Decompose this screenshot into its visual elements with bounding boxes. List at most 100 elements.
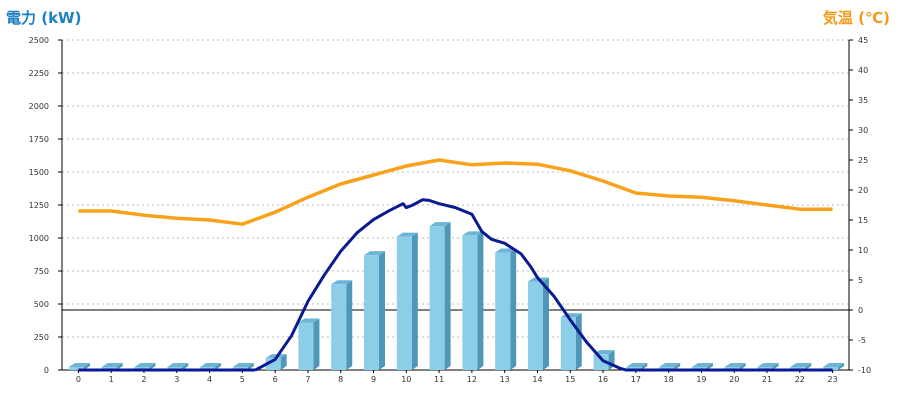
bar-top <box>429 222 451 227</box>
right-tick-label: -10 <box>858 366 871 375</box>
bar-top <box>593 350 615 355</box>
bar-front <box>429 226 445 370</box>
x-tick-label: 11 <box>434 375 444 384</box>
right-tick-label: 15 <box>858 216 868 225</box>
bar-side <box>706 363 713 370</box>
bar-side <box>772 363 779 370</box>
bar-front <box>495 252 511 370</box>
bar-side <box>346 280 353 370</box>
bar-top <box>823 363 845 367</box>
bar-top <box>298 318 320 323</box>
bar-top <box>396 232 418 237</box>
x-tick-label: 12 <box>467 375 477 384</box>
bar-side <box>444 222 451 370</box>
bar-top <box>134 363 156 367</box>
bar-side <box>149 363 156 370</box>
x-tick-label: 14 <box>532 375 542 384</box>
bar-front <box>560 317 576 370</box>
bar <box>495 248 517 370</box>
right-axis-title: 気温 (℃) <box>822 9 890 27</box>
bar-side <box>542 277 549 370</box>
bar <box>298 318 320 370</box>
right-tick-label: 20 <box>858 186 868 195</box>
x-tick-label: 18 <box>664 375 674 384</box>
left-tick-label: 750 <box>34 267 49 276</box>
bar <box>396 232 418 370</box>
x-tick-label: 8 <box>338 375 343 384</box>
right-tick-label: 5 <box>858 276 863 285</box>
bar-top <box>68 363 90 367</box>
bar-front <box>298 322 314 370</box>
x-tick-label: 0 <box>76 375 81 384</box>
x-tick-label: 23 <box>828 375 838 384</box>
bar-top <box>724 363 746 367</box>
bar-top <box>495 248 517 253</box>
x-tick-label: 20 <box>729 375 739 384</box>
x-tick-label: 4 <box>207 375 212 384</box>
power-line <box>254 198 636 372</box>
bar-top <box>626 363 648 367</box>
bar-side <box>674 363 681 370</box>
left-tick-label: 0 <box>44 366 49 375</box>
bar-side <box>182 363 189 370</box>
right-tick-label: 45 <box>858 36 868 45</box>
bar-top <box>364 251 386 256</box>
bar-top <box>101 363 123 367</box>
x-tick-label: 22 <box>795 375 805 384</box>
bar-top <box>659 363 681 367</box>
bar-side <box>247 363 254 370</box>
bar-side <box>477 231 484 370</box>
bar-side <box>116 363 123 370</box>
bar <box>429 222 451 370</box>
left-tick-label: 250 <box>34 333 49 342</box>
right-tick-label: 35 <box>858 96 868 105</box>
bar <box>527 277 549 370</box>
bar-side <box>313 318 320 370</box>
left-tick-label: 1250 <box>29 201 49 210</box>
x-tick-label: 19 <box>696 375 706 384</box>
bar-side <box>215 363 222 370</box>
left-tick-label: 500 <box>34 300 49 309</box>
bar-front <box>396 236 412 370</box>
bar-top <box>790 363 812 367</box>
right-tick-label: 40 <box>858 66 868 75</box>
bar-side <box>838 363 845 370</box>
bar-top <box>167 363 189 367</box>
left-tick-label: 1500 <box>29 168 49 177</box>
bar-side <box>739 363 746 370</box>
bar-side <box>83 363 90 370</box>
bar-side <box>280 354 287 370</box>
bar-side <box>411 232 418 370</box>
x-tick-label: 6 <box>273 375 278 384</box>
bar-top <box>462 231 484 236</box>
bar-side <box>575 313 582 370</box>
x-tick-label: 21 <box>762 375 772 384</box>
bar-front <box>593 354 609 370</box>
bar-side <box>379 251 386 370</box>
right-tick-label: -5 <box>858 336 866 345</box>
bar-top <box>691 363 713 367</box>
bar-front <box>462 235 478 370</box>
bar <box>462 231 484 370</box>
left-tick-label: 2000 <box>29 102 49 111</box>
right-tick-label: 0 <box>858 306 863 315</box>
left-axis-title: 電力 (kW) <box>6 9 82 27</box>
x-tick-label: 16 <box>598 375 608 384</box>
bar-front <box>68 367 84 370</box>
bar <box>68 363 90 370</box>
left-tick-label: 2500 <box>29 36 49 45</box>
bar <box>331 280 353 370</box>
bar-side <box>641 363 648 370</box>
right-tick-label: 10 <box>858 246 868 255</box>
bar-side <box>805 363 812 370</box>
x-tick-label: 15 <box>565 375 575 384</box>
bar <box>364 251 386 370</box>
right-tick-label: 30 <box>858 126 868 135</box>
x-tick-label: 13 <box>500 375 510 384</box>
x-tick-label: 10 <box>401 375 411 384</box>
bar-top <box>757 363 779 367</box>
temperature-line <box>78 158 833 226</box>
x-tick-label: 1 <box>109 375 114 384</box>
bar-side <box>510 248 517 370</box>
